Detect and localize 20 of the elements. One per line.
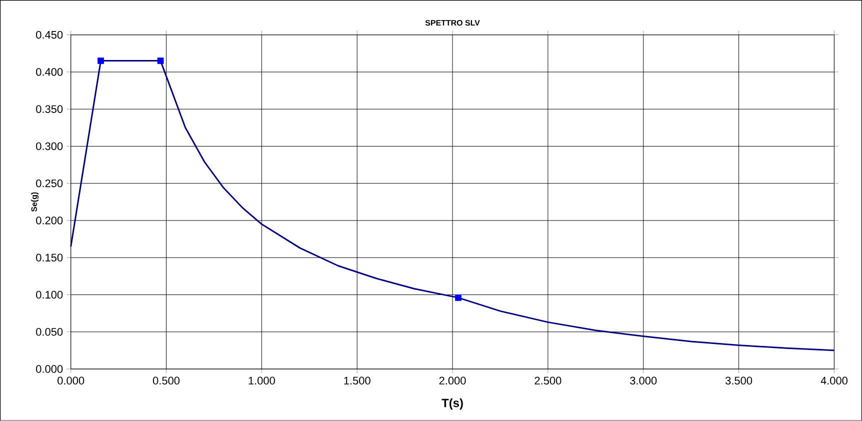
- x-tick-label: 0.500: [152, 376, 180, 385]
- x-tick-label: 2.500: [534, 376, 562, 385]
- y-tick-label: 0.400: [36, 68, 63, 76]
- x-tick-label: 1.000: [248, 376, 275, 385]
- y-tick-label: 0.250: [36, 180, 63, 188]
- y-tick-label: 0.000: [36, 365, 63, 373]
- x-tick-label: 2.000: [439, 376, 466, 385]
- y-tick-label: 0.200: [36, 216, 63, 224]
- x-tick-label: 4.000: [820, 376, 848, 385]
- x-axis-title: T(s): [442, 398, 463, 410]
- y-tick-label: 0.350: [36, 105, 63, 114]
- y-tick-label: 0.450: [36, 31, 63, 39]
- x-tick-label: 1.500: [344, 376, 370, 385]
- y-tick-label: 0.100: [36, 290, 63, 299]
- y-tick-label: 0.300: [36, 142, 63, 150]
- y-tick-label: 0.050: [36, 328, 63, 336]
- x-tick-label: 3.000: [630, 376, 657, 385]
- x-tick-label: 0.000: [58, 376, 84, 385]
- x-tick-label: 3.500: [725, 376, 752, 385]
- y-tick-label: 0.150: [36, 254, 63, 262]
